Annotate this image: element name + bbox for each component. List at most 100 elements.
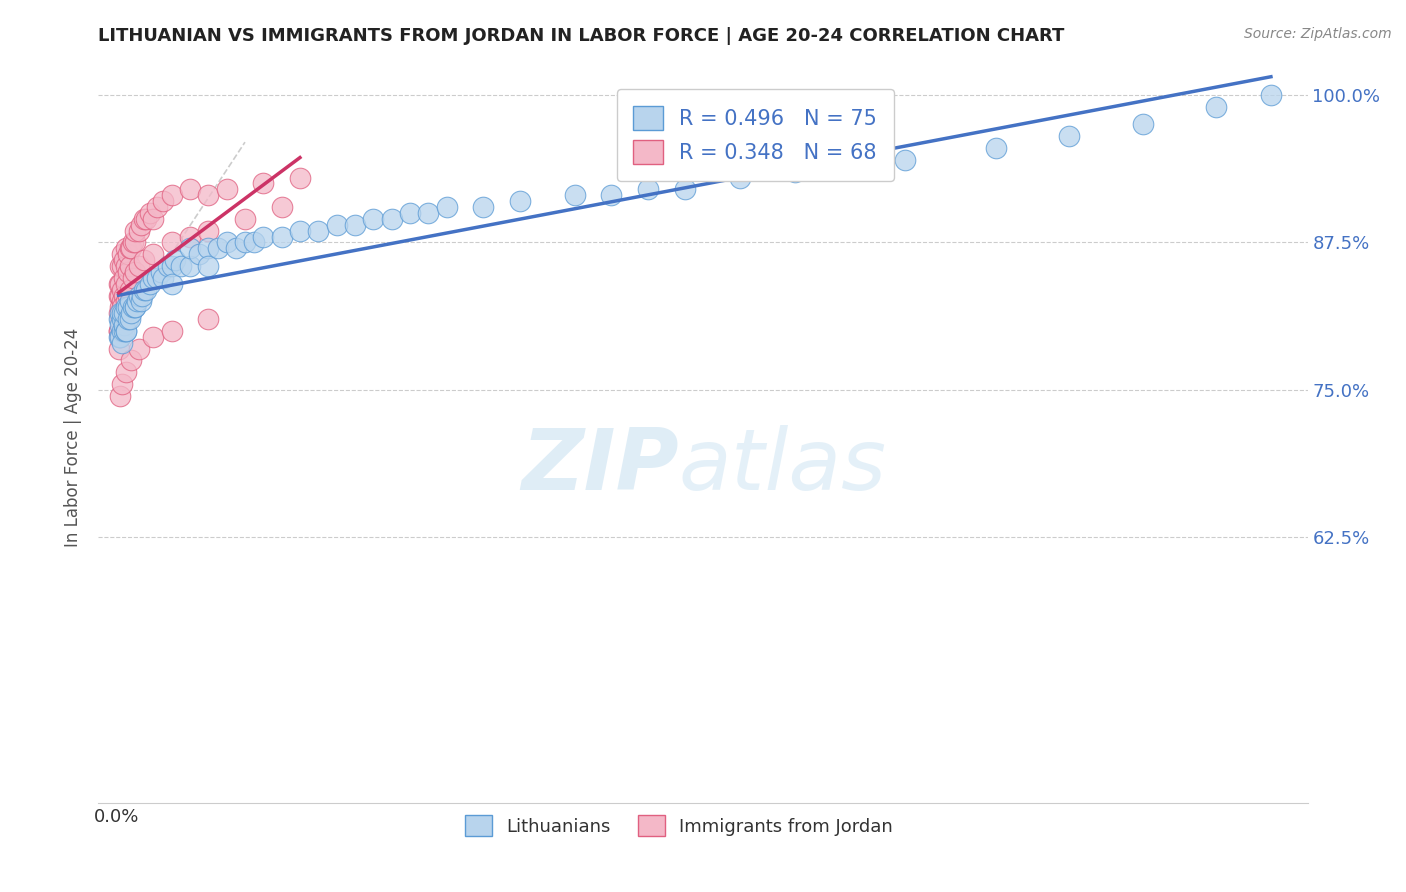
Point bbox=[233, 235, 256, 250]
Point bbox=[179, 241, 201, 255]
Point bbox=[107, 330, 129, 344]
Point bbox=[673, 182, 696, 196]
Point bbox=[142, 247, 165, 261]
Point bbox=[124, 224, 146, 238]
Point bbox=[128, 288, 150, 302]
Point bbox=[197, 259, 219, 273]
Point bbox=[152, 194, 174, 208]
Point bbox=[197, 241, 219, 255]
Point bbox=[142, 330, 165, 344]
Point bbox=[146, 200, 169, 214]
Point bbox=[984, 141, 1007, 155]
Point bbox=[215, 235, 238, 250]
Point bbox=[124, 265, 146, 279]
Point bbox=[160, 277, 183, 291]
Point bbox=[1059, 129, 1081, 144]
Point bbox=[436, 200, 458, 214]
Point bbox=[472, 200, 495, 214]
Point bbox=[110, 389, 132, 403]
Point bbox=[120, 241, 142, 255]
Point bbox=[128, 224, 150, 238]
Point bbox=[118, 283, 141, 297]
Point bbox=[110, 306, 132, 320]
Point bbox=[112, 270, 135, 285]
Point bbox=[728, 170, 751, 185]
Point bbox=[115, 259, 138, 273]
Point bbox=[111, 318, 134, 332]
Point bbox=[107, 324, 129, 338]
Point bbox=[115, 324, 138, 338]
Point bbox=[110, 301, 132, 315]
Point bbox=[131, 288, 153, 302]
Point bbox=[111, 301, 134, 315]
Point bbox=[1260, 87, 1282, 102]
Point bbox=[115, 365, 138, 379]
Point bbox=[107, 306, 129, 320]
Point bbox=[783, 164, 806, 178]
Point bbox=[117, 288, 139, 302]
Point bbox=[893, 153, 915, 167]
Text: LITHUANIAN VS IMMIGRANTS FROM JORDAN IN LABOR FORCE | AGE 20-24 CORRELATION CHAR: LITHUANIAN VS IMMIGRANTS FROM JORDAN IN … bbox=[98, 27, 1064, 45]
Text: Source: ZipAtlas.com: Source: ZipAtlas.com bbox=[1244, 27, 1392, 41]
Point bbox=[107, 312, 129, 326]
Point bbox=[129, 294, 152, 309]
Point bbox=[152, 270, 174, 285]
Point bbox=[134, 283, 156, 297]
Point bbox=[115, 277, 138, 291]
Point bbox=[380, 211, 402, 226]
Point bbox=[122, 270, 145, 285]
Text: atlas: atlas bbox=[679, 425, 887, 508]
Point bbox=[111, 259, 134, 273]
Point bbox=[134, 211, 156, 226]
Point bbox=[110, 330, 132, 344]
Point bbox=[112, 253, 135, 268]
Point bbox=[252, 229, 274, 244]
Point bbox=[110, 312, 132, 326]
Point bbox=[600, 188, 623, 202]
Point bbox=[112, 306, 135, 320]
Point bbox=[107, 342, 129, 356]
Point bbox=[270, 229, 292, 244]
Point bbox=[179, 182, 201, 196]
Point bbox=[1132, 118, 1154, 132]
Point bbox=[160, 324, 183, 338]
Point bbox=[188, 247, 211, 261]
Point bbox=[115, 294, 138, 309]
Point bbox=[142, 270, 165, 285]
Point bbox=[307, 224, 329, 238]
Point bbox=[112, 288, 135, 302]
Point bbox=[135, 283, 157, 297]
Text: ZIP: ZIP bbox=[522, 425, 679, 508]
Point bbox=[124, 235, 146, 250]
Point bbox=[115, 241, 138, 255]
Point bbox=[110, 259, 132, 273]
Point bbox=[135, 211, 157, 226]
Point bbox=[170, 259, 193, 273]
Point bbox=[112, 318, 135, 332]
Point bbox=[118, 259, 141, 273]
Point bbox=[112, 324, 135, 338]
Point bbox=[111, 283, 134, 297]
Point bbox=[325, 218, 347, 232]
Point bbox=[110, 330, 132, 344]
Point bbox=[215, 182, 238, 196]
Point bbox=[838, 159, 860, 173]
Point bbox=[138, 277, 160, 291]
Point bbox=[111, 324, 134, 338]
Point bbox=[112, 306, 135, 320]
Point bbox=[117, 301, 139, 315]
Point bbox=[111, 376, 134, 391]
Point bbox=[637, 182, 659, 196]
Point bbox=[564, 188, 586, 202]
Point bbox=[115, 324, 138, 338]
Point bbox=[288, 224, 311, 238]
Point bbox=[1205, 100, 1227, 114]
Point bbox=[160, 188, 183, 202]
Point bbox=[111, 247, 134, 261]
Point bbox=[207, 241, 229, 255]
Point bbox=[117, 312, 139, 326]
Point bbox=[110, 288, 132, 302]
Point bbox=[157, 259, 180, 273]
Point bbox=[243, 235, 266, 250]
Point bbox=[197, 312, 219, 326]
